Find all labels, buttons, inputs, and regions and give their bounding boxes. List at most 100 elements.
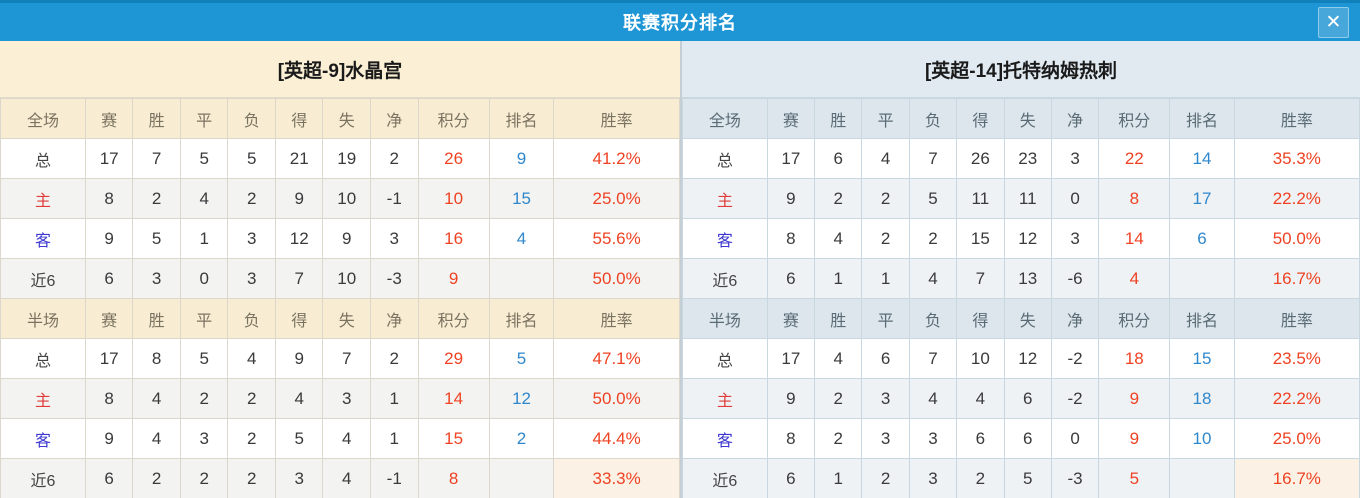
stat-cell: 2 <box>227 378 276 419</box>
stat-cell: 7 <box>956 258 1005 299</box>
rank-cell: 18 <box>1169 378 1235 419</box>
column-header: 平 <box>179 298 229 339</box>
stat-cell: 0 <box>1050 418 1100 459</box>
stat-cell: 6 <box>84 258 134 299</box>
stat-cell: 10 <box>956 338 1005 379</box>
points-cell: 9 <box>417 258 490 299</box>
panel-away-team: [英超-14]托特纳姆热刺 全场赛胜平负得失净积分 排名 胜率总 17 6 4 7 26 23 3… <box>680 41 1360 498</box>
rank-cell: 12 <box>488 378 555 419</box>
points-cell: 29 <box>417 338 490 379</box>
column-header: 失 <box>322 98 371 139</box>
column-header: 失 <box>322 298 371 339</box>
team-name-away: [英超-14]托特纳姆热刺 <box>682 41 1360 98</box>
stat-cell: 3 <box>908 458 958 498</box>
stat-cell: 4 <box>274 378 324 419</box>
stat-cell: 3 <box>179 418 229 459</box>
stat-cell: 5 <box>179 138 229 179</box>
column-header: 净 <box>369 98 419 139</box>
stat-cell: 8 <box>766 218 816 259</box>
stat-cell: 1 <box>179 218 229 259</box>
column-header: 负 <box>227 298 276 339</box>
winrate-cell: 35.3% <box>1233 138 1360 179</box>
table-row: 客 8 4 2 2 15 12 3 14 6 50.0% <box>682 218 1360 259</box>
column-header: 平 <box>179 98 229 139</box>
points-cell: 4 <box>1098 258 1171 299</box>
column-header: 赛 <box>766 98 816 139</box>
stat-cell: 9 <box>84 418 134 459</box>
row-label: 主 <box>0 178 86 219</box>
stat-cell: -1 <box>369 178 419 219</box>
rank-cell: 15 <box>1169 338 1235 379</box>
stat-cell: 1 <box>369 378 419 419</box>
points-cell: 10 <box>417 178 490 219</box>
stat-cell: 9 <box>766 178 816 219</box>
stat-cell: 4 <box>861 138 910 179</box>
stat-cell: 4 <box>814 338 863 379</box>
stat-cell: -1 <box>369 458 419 498</box>
stat-cell: 2 <box>861 458 910 498</box>
stat-cell: 4 <box>132 418 181 459</box>
rank-cell: 15 <box>488 178 555 219</box>
column-header: 胜 <box>132 298 181 339</box>
points-cell: 22 <box>1098 138 1171 179</box>
stat-cell: 4 <box>227 338 276 379</box>
winrate-cell: 50.0% <box>553 258 680 299</box>
stat-cell: 5 <box>179 338 229 379</box>
stat-cell: 3 <box>861 378 910 419</box>
row-label: 近6 <box>682 458 768 498</box>
column-header: 积分 <box>1098 298 1171 339</box>
row-label: 客 <box>682 218 768 259</box>
stat-cell: 3 <box>132 258 181 299</box>
rank-cell: 4 <box>488 218 555 259</box>
column-header: 得 <box>274 298 324 339</box>
points-cell: 15 <box>417 418 490 459</box>
stat-cell: 1 <box>369 418 419 459</box>
winrate-cell: 22.2% <box>1233 378 1360 419</box>
stat-cell: 9 <box>322 218 371 259</box>
row-label: 客 <box>0 218 86 259</box>
stat-cell: 4 <box>322 458 371 498</box>
stat-cell: 10 <box>322 258 371 299</box>
stat-cell: 7 <box>908 138 958 179</box>
points-cell: 5 <box>1098 458 1171 498</box>
stat-cell: 2 <box>227 418 276 459</box>
stat-cell: 12 <box>274 218 324 259</box>
stat-cell: 6 <box>84 458 134 498</box>
column-header: 积分 <box>1098 98 1171 139</box>
column-header: 得 <box>956 98 1005 139</box>
winrate-cell: 55.6% <box>553 218 680 259</box>
stat-cell: 9 <box>274 178 324 219</box>
column-header: 得 <box>956 298 1005 339</box>
stat-cell: 7 <box>322 338 371 379</box>
close-icon[interactable]: ✕ <box>1318 7 1349 38</box>
row-label: 主 <box>682 178 768 219</box>
winrate-cell: 47.1% <box>553 338 680 379</box>
points-cell: 8 <box>1098 178 1171 219</box>
table-row: 客 9 4 3 2 5 4 1 15 2 44.4% <box>0 418 680 459</box>
table-row: 近6 6 3 0 3 7 10 -3 9 50.0% <box>0 258 680 299</box>
column-header: 赛 <box>766 298 816 339</box>
column-header: 负 <box>908 98 958 139</box>
stat-cell: 11 <box>1003 178 1052 219</box>
column-header: 胜率 <box>1233 298 1360 339</box>
stat-cell: 4 <box>814 218 863 259</box>
winrate-cell: 25.0% <box>1233 418 1360 459</box>
stat-cell: 2 <box>179 458 229 498</box>
standings-table-home: 全场赛胜平负得失净积分 排名 胜率总 17 7 5 5 21 19 2 26 9 41.2% 主 8 2 4 2 9… <box>0 98 680 498</box>
stat-cell: 5 <box>227 138 276 179</box>
winrate-cell: 50.0% <box>1233 218 1360 259</box>
table-row: 总 17 7 5 5 21 19 2 26 9 41.2% <box>0 138 680 179</box>
stat-cell: 8 <box>766 418 816 459</box>
stat-cell: 3 <box>274 458 324 498</box>
stat-cell: 2 <box>132 458 181 498</box>
team-name-home: [英超-9]水晶宫 <box>0 41 680 98</box>
rank-cell: 17 <box>1169 178 1235 219</box>
stat-cell: -2 <box>1050 338 1100 379</box>
stat-cell: 17 <box>766 138 816 179</box>
stat-cell: 17 <box>84 138 134 179</box>
stat-cell: 9 <box>766 378 816 419</box>
points-cell: 16 <box>417 218 490 259</box>
stat-cell: -6 <box>1050 258 1100 299</box>
scope-header: 全场 <box>0 98 86 139</box>
column-header: 胜率 <box>553 298 680 339</box>
